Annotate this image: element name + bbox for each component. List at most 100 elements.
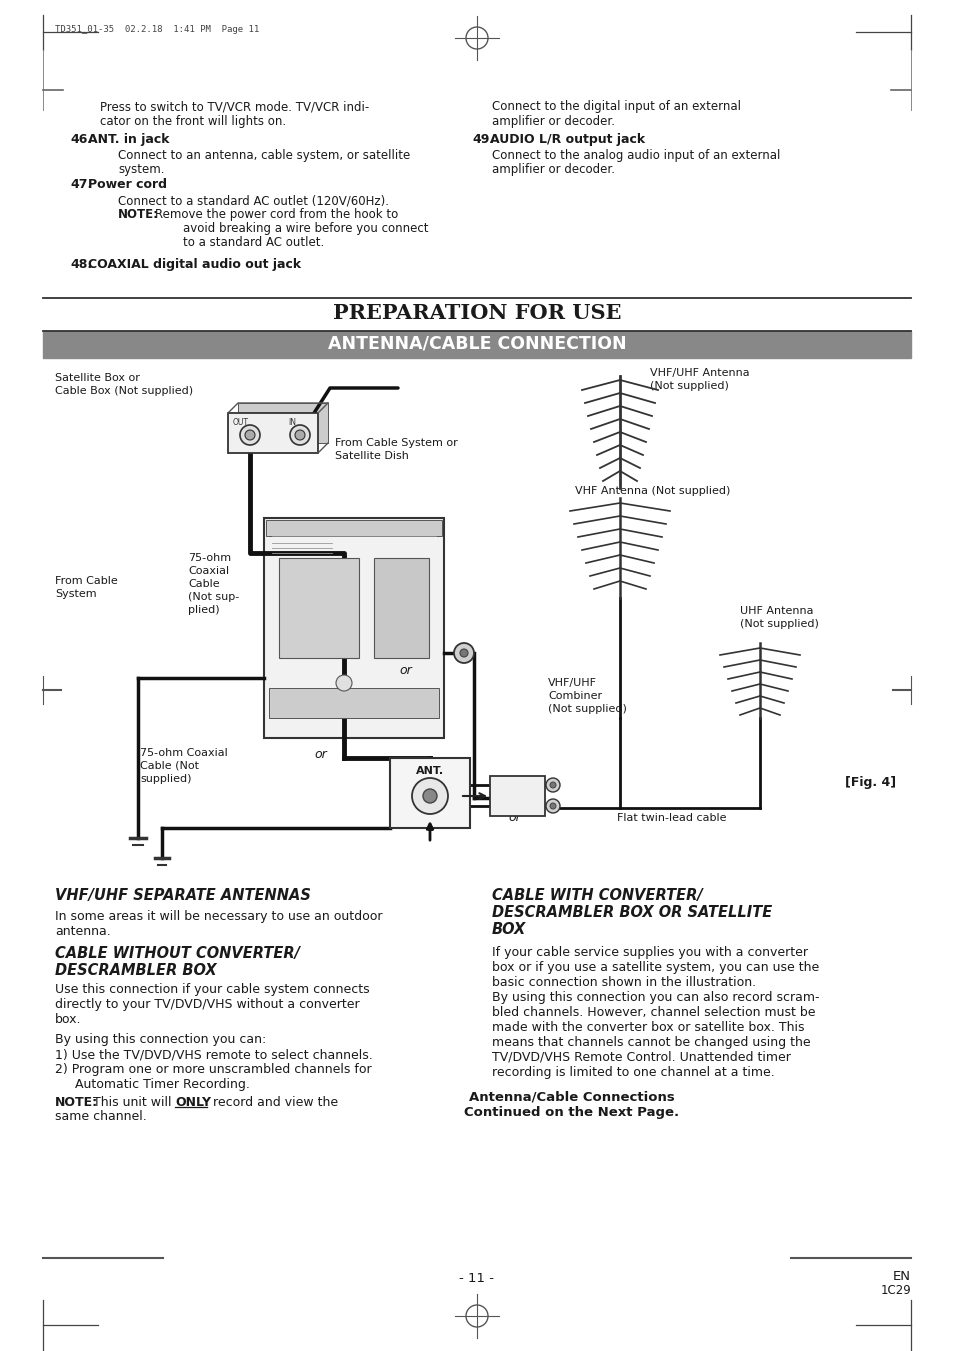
Text: If your cable service supplies you with a converter: If your cable service supplies you with … [492,946,807,959]
Bar [264,517,443,738]
Text: record and view the: record and view the [209,1096,337,1109]
Text: Combiner: Combiner [547,690,601,701]
Text: (Not sup-: (Not sup- [188,592,239,603]
Circle shape [294,430,305,440]
Text: Continued on the Next Page.: Continued on the Next Page. [464,1106,679,1119]
Circle shape [454,643,474,663]
Text: Connect to the digital input of an external: Connect to the digital input of an exter… [492,100,740,113]
Text: ANT.: ANT. [416,766,443,775]
Circle shape [290,426,310,444]
Bar [390,758,470,828]
Text: NOTE:: NOTE: [118,208,159,222]
Text: COAXIAL digital audio out jack: COAXIAL digital audio out jack [88,258,301,272]
Text: System: System [55,589,96,598]
Text: avoid breaking a wire before you connect: avoid breaking a wire before you connect [183,222,428,235]
Text: PREPARATION FOR USE: PREPARATION FOR USE [333,303,620,323]
Text: Remove the power cord from the hook to: Remove the power cord from the hook to [154,208,397,222]
Text: recording is limited to one channel at a time.: recording is limited to one channel at a… [492,1066,774,1079]
Text: basic connection shown in the illustration.: basic connection shown in the illustrati… [492,975,756,989]
Bar [269,688,438,717]
Text: CABLE WITHOUT CONVERTER/: CABLE WITHOUT CONVERTER/ [55,946,299,961]
Text: (Not supplied): (Not supplied) [547,704,626,713]
Text: This unit will: This unit will [92,1096,175,1109]
Bar [228,413,317,453]
Text: directly to your TV/DVD/VHS without a converter: directly to your TV/DVD/VHS without a co… [55,998,359,1011]
Text: Press to switch to TV/VCR mode. TV/VCR indi-: Press to switch to TV/VCR mode. TV/VCR i… [100,100,369,113]
Text: amplifier or decoder.: amplifier or decoder. [492,163,615,176]
Text: Coaxial: Coaxial [188,566,229,576]
Text: NOTE:: NOTE: [55,1096,98,1109]
Text: 49.: 49. [472,132,494,146]
Text: From Cable: From Cable [55,576,117,586]
Text: By using this connection you can also record scram-: By using this connection you can also re… [492,992,819,1004]
Text: supplied): supplied) [140,774,192,784]
Text: Flat twin-lead cable: Flat twin-lead cable [617,813,726,823]
Text: 47.: 47. [70,178,92,190]
Text: [Fig. 4]: [Fig. 4] [844,775,895,789]
Text: to a standard AC outlet.: to a standard AC outlet. [183,236,324,249]
Text: box.: box. [55,1013,81,1025]
Text: made with the converter box or satellite box. This: made with the converter box or satellite… [492,1021,803,1034]
Text: Connect to the analog audio input of an external: Connect to the analog audio input of an … [492,149,780,162]
Bar [43,331,910,358]
Text: cator on the front will lights on.: cator on the front will lights on. [100,115,286,128]
Text: 75-ohm: 75-ohm [188,553,231,563]
Text: VHF/UHF Antenna: VHF/UHF Antenna [649,367,749,378]
Circle shape [459,648,468,657]
Text: Antenna/Cable Connections: Antenna/Cable Connections [469,1090,674,1102]
Text: From Cable System or: From Cable System or [335,438,457,449]
Text: BOX: BOX [492,921,526,938]
Circle shape [412,778,448,815]
Text: same channel.: same channel. [55,1111,147,1123]
Text: VHF/UHF: VHF/UHF [547,678,597,688]
Text: Satellite Dish: Satellite Dish [335,451,409,461]
Text: 46.: 46. [70,132,92,146]
Text: UHF Antenna: UHF Antenna [740,607,813,616]
Bar [266,520,441,536]
Text: DESCRAMBLER BOX OR SATELLITE: DESCRAMBLER BOX OR SATELLITE [492,905,771,920]
Text: Connect to a standard AC outlet (120V/60Hz).: Connect to a standard AC outlet (120V/60… [118,195,389,207]
Circle shape [422,789,436,802]
Text: bled channels. However, channel selection must be: bled channels. However, channel selectio… [492,1006,815,1019]
Text: Power cord: Power cord [88,178,167,190]
Circle shape [245,430,254,440]
Text: box or if you use a satellite system, you can use the: box or if you use a satellite system, yo… [492,961,819,974]
Text: (Not supplied): (Not supplied) [740,619,818,630]
Text: Satellite Box or: Satellite Box or [55,373,140,382]
Text: VHF/UHF SEPARATE ANTENNAS: VHF/UHF SEPARATE ANTENNAS [55,888,311,902]
Circle shape [335,676,352,690]
Text: ANTENNA/CABLE CONNECTION: ANTENNA/CABLE CONNECTION [327,335,626,353]
Circle shape [545,798,559,813]
Text: 1C29: 1C29 [880,1283,910,1297]
Circle shape [550,782,556,788]
Text: ANT. in jack: ANT. in jack [88,132,170,146]
Bar [278,558,358,658]
Text: 1) Use the TV/DVD/VHS remote to select channels.: 1) Use the TV/DVD/VHS remote to select c… [55,1048,373,1061]
Text: system.: system. [118,163,164,176]
Circle shape [545,778,559,792]
Text: or: or [314,748,327,761]
Text: In some areas it will be necessary to use an outdoor: In some areas it will be necessary to us… [55,911,382,923]
Text: Cable Box (Not supplied): Cable Box (Not supplied) [55,386,193,396]
Text: or: or [398,663,412,677]
Bar [490,775,544,816]
Circle shape [550,802,556,809]
Text: - 11 -: - 11 - [459,1273,494,1285]
Circle shape [240,426,260,444]
Text: 75-ohm Coaxial: 75-ohm Coaxial [140,748,228,758]
Text: antenna.: antenna. [55,925,111,938]
Text: VHF Antenna (Not supplied): VHF Antenna (Not supplied) [575,486,730,496]
Text: EN: EN [892,1270,910,1283]
Text: 48.: 48. [70,258,92,272]
Text: Use this connection if your cable system connects: Use this connection if your cable system… [55,984,369,996]
Text: 2) Program one or more unscrambled channels for: 2) Program one or more unscrambled chann… [55,1063,372,1075]
Text: Connect to an antenna, cable system, or satellite: Connect to an antenna, cable system, or … [118,149,410,162]
Text: (Not supplied): (Not supplied) [649,381,728,390]
Bar [374,558,429,658]
Text: Automatic Timer Recording.: Automatic Timer Recording. [75,1078,250,1092]
Text: TD351_01-35  02.2.18  1:41 PM  Page 11: TD351_01-35 02.2.18 1:41 PM Page 11 [55,26,259,34]
Text: ONLY: ONLY [174,1096,211,1109]
Text: amplifier or decoder.: amplifier or decoder. [492,115,615,128]
Text: or: or [507,811,520,824]
Text: CABLE WITH CONVERTER/: CABLE WITH CONVERTER/ [492,888,702,902]
